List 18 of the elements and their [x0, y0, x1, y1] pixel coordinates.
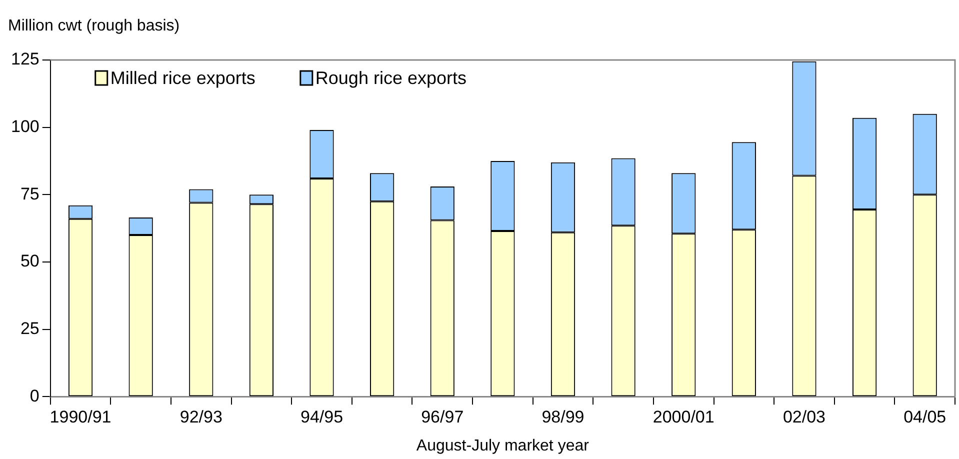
y-axis-title: Million cwt (rough basis) — [8, 17, 180, 34]
y-tick-label: 100 — [10, 117, 40, 136]
x-tick-label: 02/03 — [782, 407, 826, 426]
x-tick-label: 2000/01 — [652, 407, 714, 426]
x-tick-label: 96/97 — [421, 407, 464, 426]
y-tick-label: 75 — [20, 184, 40, 204]
x-tick-label: 04/05 — [904, 407, 946, 426]
y-tick-label: 25 — [20, 318, 40, 338]
x-tick-label: 94/95 — [300, 407, 344, 426]
x-tick-label: 1990/91 — [50, 407, 112, 426]
y-tick-label: 50 — [20, 252, 40, 271]
legend-label: Rough rice exports — [315, 68, 466, 88]
y-tick-label: 125 — [10, 50, 40, 69]
x-axis-title: August-July market year — [416, 437, 590, 454]
y-tick-label: 0 — [30, 386, 40, 406]
legend-label: Milled rice exports — [110, 68, 256, 88]
x-tick-label: 92/93 — [180, 407, 222, 426]
x-tick-label: 98/99 — [542, 407, 584, 426]
